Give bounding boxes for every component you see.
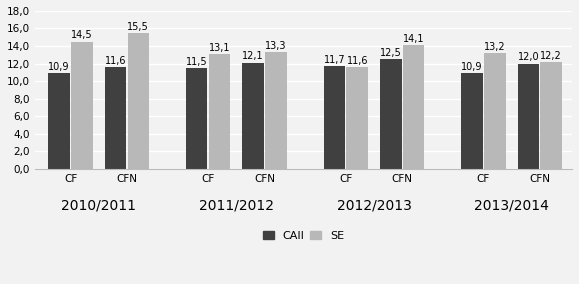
Text: 13,2: 13,2	[484, 42, 505, 52]
Text: 10,9: 10,9	[461, 62, 483, 72]
Text: 13,3: 13,3	[265, 41, 287, 51]
Text: 15,5: 15,5	[127, 22, 149, 32]
Bar	[541, 62, 562, 169]
Bar	[346, 67, 368, 169]
Text: 14,5: 14,5	[71, 30, 93, 40]
Text: 12,2: 12,2	[540, 51, 562, 60]
Bar	[461, 73, 483, 169]
Text: 11,5: 11,5	[186, 57, 207, 67]
Text: 12,1: 12,1	[243, 51, 264, 61]
Bar	[403, 45, 424, 169]
Text: 14,1: 14,1	[403, 34, 424, 44]
Text: 11,6: 11,6	[105, 56, 126, 66]
Bar	[265, 52, 287, 169]
Text: 13,1: 13,1	[209, 43, 230, 53]
Bar	[484, 53, 505, 169]
Text: 11,7: 11,7	[324, 55, 345, 65]
Bar	[243, 63, 264, 169]
Text: 12,0: 12,0	[518, 52, 539, 62]
Bar	[186, 68, 207, 169]
Bar	[105, 67, 126, 169]
Bar	[71, 42, 93, 169]
Bar	[49, 73, 70, 169]
Text: 10,9: 10,9	[49, 62, 70, 72]
Text: 11,6: 11,6	[346, 56, 368, 66]
Text: 12,5: 12,5	[380, 48, 402, 58]
Bar	[209, 54, 230, 169]
Bar	[127, 33, 149, 169]
Bar	[518, 64, 539, 169]
Bar	[380, 59, 401, 169]
Legend: CAII, SE: CAII, SE	[258, 226, 349, 245]
Bar	[324, 66, 345, 169]
